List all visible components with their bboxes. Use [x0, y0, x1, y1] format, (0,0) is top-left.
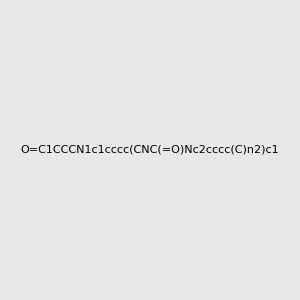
Text: O=C1CCCN1c1cccc(CNC(=O)Nc2cccc(C)n2)c1: O=C1CCCN1c1cccc(CNC(=O)Nc2cccc(C)n2)c1 — [21, 145, 279, 155]
